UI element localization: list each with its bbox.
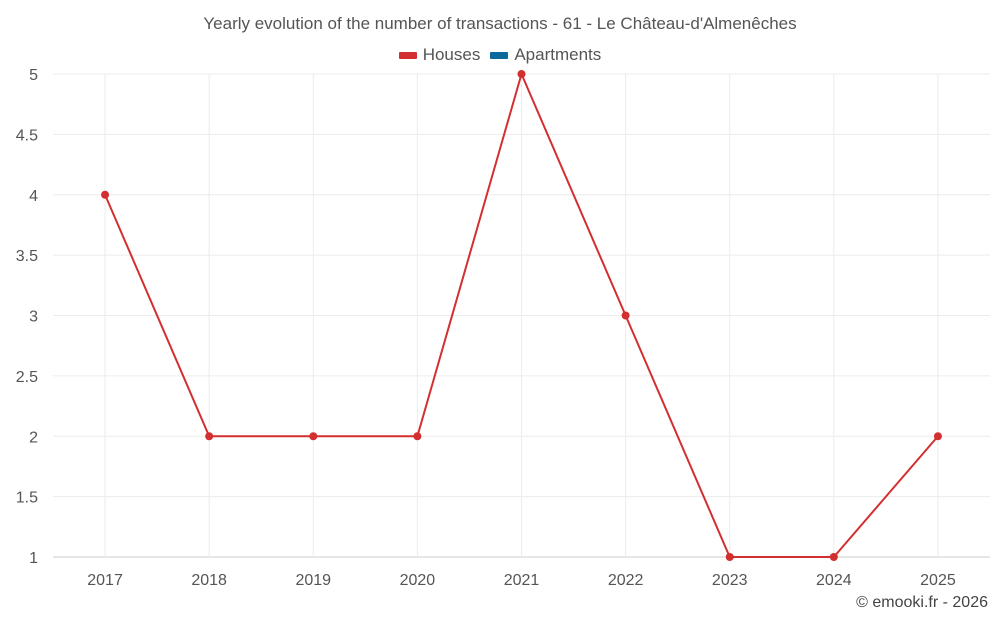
- x-tick-label: 2017: [87, 572, 123, 589]
- data-point: [517, 70, 526, 78]
- y-tick-label: 4: [29, 188, 38, 205]
- y-tick-label: 3.5: [16, 248, 38, 265]
- x-tick-label: 2020: [400, 572, 436, 589]
- x-tick-label: 2021: [504, 572, 540, 589]
- legend: Houses Apartments: [0, 45, 1000, 65]
- data-point: [621, 311, 630, 320]
- x-tick-label: 2024: [816, 572, 852, 589]
- legend-swatch-apartments: [490, 51, 509, 59]
- x-tick-label: 2025: [920, 572, 956, 589]
- y-tick-label: 5: [29, 67, 38, 84]
- x-tick-label: 2023: [712, 572, 748, 589]
- legend-swatch-houses: [398, 51, 417, 59]
- data-point: [933, 432, 942, 441]
- y-tick-label: 1.5: [16, 490, 38, 507]
- chart-title: Yearly evolution of the number of transa…: [203, 14, 797, 33]
- x-tick-label: 2022: [608, 572, 644, 589]
- x-tick-label: 2019: [295, 572, 331, 589]
- y-tick-label: 3: [29, 309, 38, 326]
- legend-item-houses[interactable]: Houses: [398, 45, 481, 65]
- y-tick-label: 4.5: [16, 127, 38, 144]
- data-point: [205, 432, 214, 441]
- x-tick-label: 2018: [191, 572, 227, 589]
- legend-item-apartments[interactable]: Apartments: [490, 45, 601, 65]
- legend-label-houses: Houses: [422, 45, 481, 64]
- data-point: [413, 432, 422, 441]
- data-point: [829, 553, 838, 561]
- legend-label-apartments: Apartments: [514, 45, 602, 64]
- y-tick-label: 2: [29, 429, 38, 446]
- data-point: [101, 190, 110, 199]
- y-tick-label: 1: [29, 550, 38, 567]
- y-tick-label: 2.5: [16, 369, 38, 386]
- data-point: [725, 553, 734, 561]
- data-point: [309, 432, 318, 441]
- copyright-text: © emooki.fr - 2026: [856, 594, 988, 611]
